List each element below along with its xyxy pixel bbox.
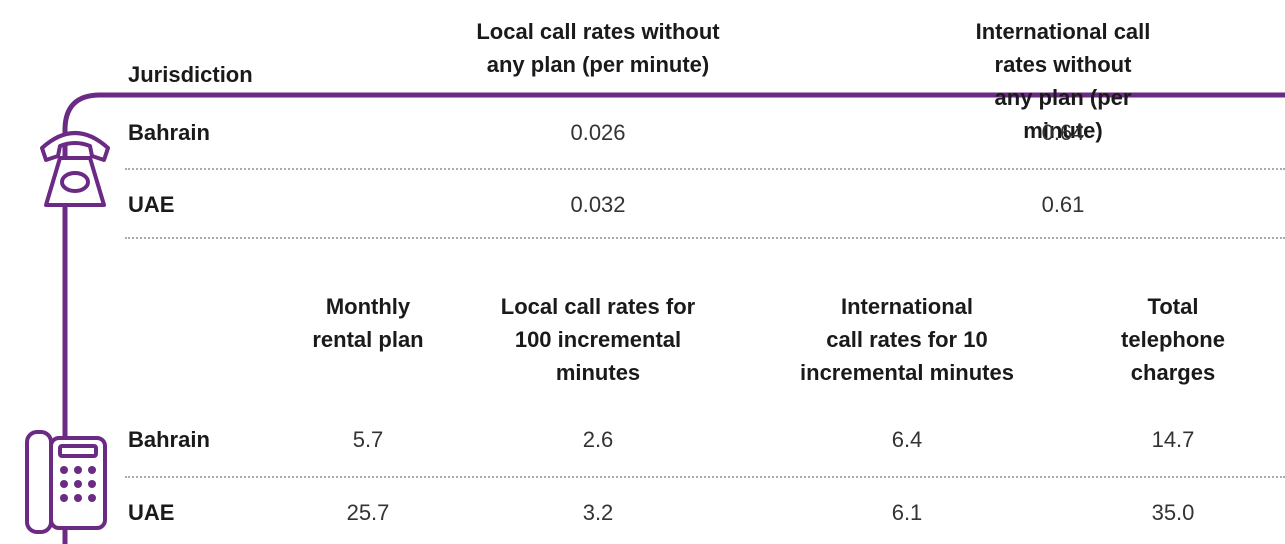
row-label: Bahrain bbox=[128, 427, 210, 452]
row-divider bbox=[125, 168, 1285, 170]
cell: 35.0 bbox=[1151, 500, 1195, 525]
cell: 0.026 bbox=[570, 120, 626, 145]
row-label: UAE bbox=[128, 500, 175, 525]
column-header: Local call rates for 100 incremental min… bbox=[500, 294, 696, 385]
desk-phone-icon bbox=[25, 430, 107, 534]
cell: 6.1 bbox=[891, 500, 923, 525]
column-header: Monthly rental plan bbox=[312, 294, 424, 352]
cell: 25.7 bbox=[346, 500, 390, 525]
row-label: Bahrain bbox=[128, 120, 210, 145]
row-divider bbox=[125, 237, 1285, 239]
cell: 2.6 bbox=[582, 427, 614, 452]
cell: 0.61 bbox=[1041, 192, 1085, 217]
column-header: Jurisdiction bbox=[128, 62, 253, 87]
column-header: Local call rates without any plan (per m… bbox=[476, 19, 720, 77]
cell: 5.7 bbox=[352, 427, 384, 452]
cell: 6.4 bbox=[891, 427, 923, 452]
column-header: International call rates for 10 incremen… bbox=[800, 294, 1014, 385]
timeline-line bbox=[62, 92, 1285, 544]
row-label: UAE bbox=[128, 192, 175, 217]
phone-icon bbox=[40, 131, 110, 207]
cell: 0.64 bbox=[1041, 120, 1085, 145]
row-divider bbox=[125, 476, 1285, 478]
column-header: Total telephone charges bbox=[1121, 294, 1225, 385]
column-header: International call rates without any pla… bbox=[975, 19, 1151, 143]
cell: 14.7 bbox=[1151, 427, 1195, 452]
cell: 3.2 bbox=[582, 500, 614, 525]
cell: 0.032 bbox=[570, 192, 626, 217]
